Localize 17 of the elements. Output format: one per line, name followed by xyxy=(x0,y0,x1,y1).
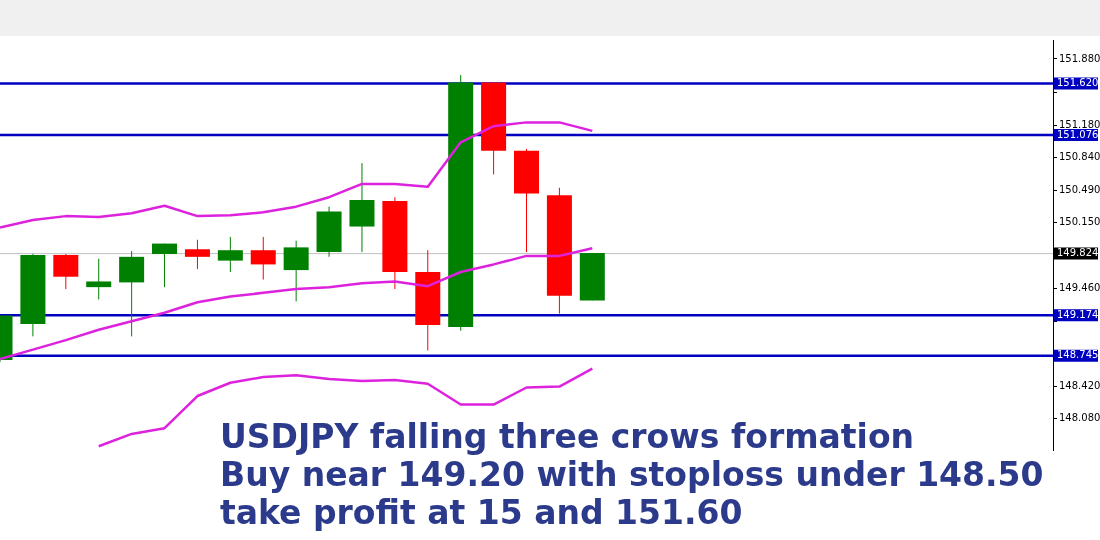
y-tick-label: 148.080 xyxy=(1059,412,1100,424)
ref-line-label: 149.824 xyxy=(1057,247,1099,259)
text: USDJPY falling three crows formation xyxy=(220,417,916,456)
candlestick xyxy=(86,258,112,300)
y-tick-label: 151.180 xyxy=(1059,118,1100,130)
y-tick-label: 150.840 xyxy=(1059,151,1100,163)
y-tick-label: 151.880 xyxy=(1059,52,1100,64)
text: take profit at 15 and 151.60 xyxy=(220,493,744,532)
y-tick-label: 150.150 xyxy=(1059,216,1100,228)
y-tick-label: 149.460 xyxy=(1059,281,1100,293)
ref-line-label: 151.076 xyxy=(1057,128,1099,140)
y-tick-label: 148.420 xyxy=(1059,380,1100,392)
ref-line-label: 148.745 xyxy=(1057,349,1099,361)
ref-line-label: 151.620 xyxy=(1057,77,1099,89)
text: Buy near 149.20 with stoploss under 148.50 xyxy=(220,455,1044,494)
y-tick-label: 150.490 xyxy=(1059,184,1100,196)
ref-line-label: 149.174 xyxy=(1057,308,1099,320)
